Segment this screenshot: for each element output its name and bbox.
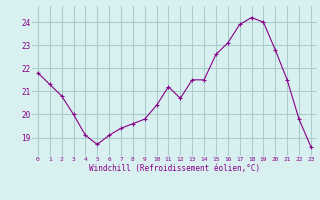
X-axis label: Windchill (Refroidissement éolien,°C): Windchill (Refroidissement éolien,°C) <box>89 164 260 173</box>
